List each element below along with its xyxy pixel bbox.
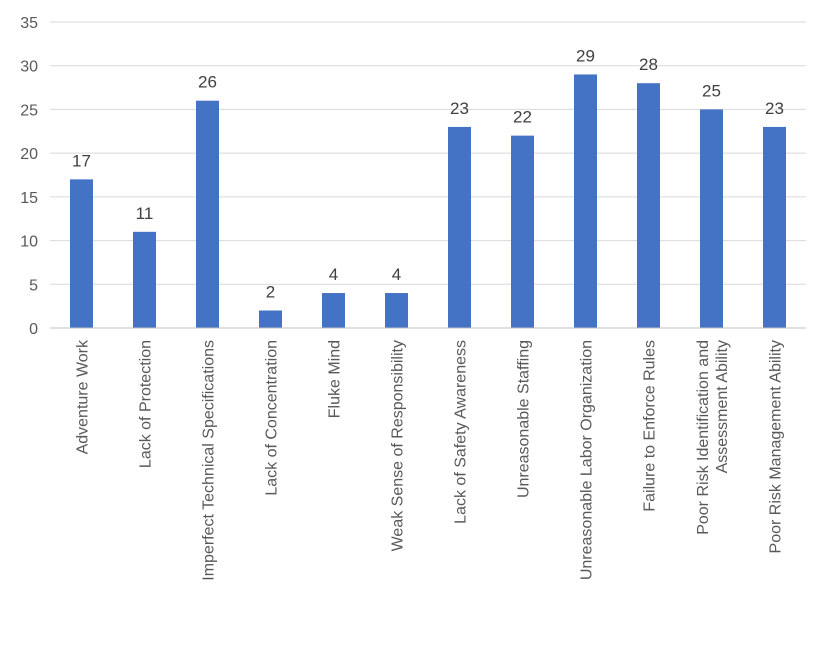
y-tick-label: 5 — [29, 277, 38, 294]
x-tick-label-line: Assessment Ability — [714, 340, 731, 473]
data-label: 23 — [765, 99, 784, 118]
bar — [259, 310, 282, 328]
x-tick-label: Unreasonable Labor Organization — [579, 340, 596, 580]
gridlines — [50, 21, 806, 285]
x-tick-label-line: Unreasonable Labor Organization — [579, 340, 596, 580]
bar — [385, 293, 408, 328]
x-tick-label: Failure to Enforce Rules — [642, 340, 659, 512]
y-tick-label: 35 — [20, 15, 38, 32]
x-tick-label-line: Lack of Protection — [138, 340, 155, 468]
data-label: 28 — [639, 55, 658, 74]
data-label: 11 — [136, 204, 154, 223]
bar — [637, 83, 660, 328]
x-tick-label: Imperfect Technical Specifications — [201, 340, 218, 581]
y-tick-label: 25 — [20, 102, 38, 119]
bar — [700, 109, 723, 328]
x-tick-label-line: Fluke Mind — [327, 340, 344, 418]
data-label: 17 — [72, 151, 91, 170]
bars — [70, 74, 786, 329]
x-tick-label-line: Failure to Enforce Rules — [642, 340, 659, 512]
x-tick-label-line: Lack of Safety Awareness — [453, 340, 470, 524]
x-tick-label: Unreasonable Staffing — [516, 340, 533, 498]
x-axis: Adventure Work Lack of Protection Imperfec… — [50, 327, 806, 581]
data-label: 2 — [266, 283, 275, 302]
bar — [196, 100, 219, 328]
y-tick-label: 30 — [20, 59, 38, 76]
data-label: 23 — [450, 99, 469, 118]
x-tick-label: Lack of Safety Awareness — [453, 340, 470, 524]
y-axis: 0 5 10 15 20 25 30 35 — [20, 15, 38, 338]
x-tick-label: Lack of Concentration — [264, 340, 281, 496]
x-tick-label: Fluke Mind — [327, 340, 344, 418]
x-tick-label-line: Adventure Work — [75, 339, 92, 454]
data-label: 29 — [576, 46, 595, 65]
x-tick-label-line: Lack of Concentration — [264, 340, 281, 496]
data-label: 4 — [392, 265, 401, 284]
y-tick-label: 15 — [20, 190, 38, 207]
x-tick-label: Adventure Work — [75, 339, 92, 454]
data-label: 25 — [702, 81, 721, 100]
x-tick-label-line: Imperfect Technical Specifications — [201, 340, 218, 581]
bar — [448, 126, 471, 329]
data-label: 26 — [198, 73, 217, 92]
x-tick-label: Lack of Protection — [138, 340, 155, 468]
bar — [133, 231, 156, 328]
bar — [763, 126, 786, 329]
x-tick-label-line: Unreasonable Staffing — [516, 340, 533, 498]
bar — [322, 293, 345, 328]
y-tick-label: 20 — [20, 146, 38, 163]
bar — [511, 135, 534, 328]
x-tick-label: Poor Risk Identification and Assessment A… — [695, 340, 731, 535]
data-label: 4 — [329, 265, 338, 284]
y-tick-label: 0 — [29, 321, 38, 338]
x-tick-label: Poor Risk Management Ability — [768, 340, 785, 553]
bar — [70, 179, 93, 328]
x-tick-label-line: Weak Sense of Responsibility — [390, 340, 407, 551]
x-tick-label-line: Poor Risk Management Ability — [768, 340, 785, 553]
data-label: 22 — [513, 108, 532, 127]
data-labels: 17 11 26 2 4 4 23 22 29 28 25 23 — [72, 46, 784, 301]
bar — [574, 74, 597, 328]
x-tick-label: Weak Sense of Responsibility — [390, 340, 407, 551]
y-tick-label: 10 — [20, 234, 38, 251]
x-tick-label-line: Poor Risk Identification and — [695, 340, 712, 535]
